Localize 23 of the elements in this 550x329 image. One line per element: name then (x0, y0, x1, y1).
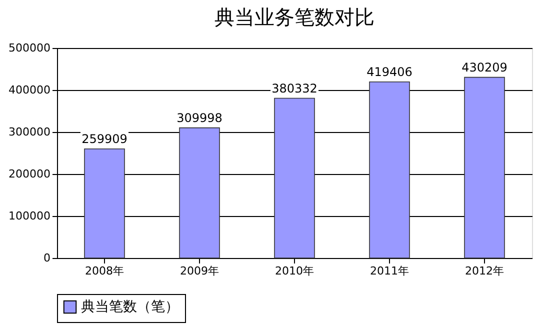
bar (464, 76, 505, 258)
bar (179, 127, 220, 258)
y-tick-label: 0 (44, 252, 50, 264)
x-tick-label: 2011年 (370, 264, 409, 278)
bar (84, 148, 125, 258)
data-label: 380332 (272, 81, 318, 96)
data-label: 259909 (82, 132, 128, 146)
x-tick-label: 2010年 (275, 264, 314, 278)
data-label: 309998 (176, 110, 222, 125)
bar (369, 81, 410, 258)
x-tick-label: 2009年 (180, 264, 219, 278)
y-tick-label: 500000 (8, 42, 50, 54)
legend-label: 典当笔数（笔） (81, 299, 179, 315)
data-label: 419406 (366, 64, 412, 79)
chart-title: 典当业务笔数对比 (214, 5, 374, 29)
x-tick-label: 2012年 (465, 264, 504, 278)
x-tick-label: 2008年 (85, 264, 124, 278)
y-tick-label: 300000 (8, 126, 50, 138)
y-tick-label: 100000 (8, 210, 50, 222)
bar (274, 98, 315, 258)
y-tick-label: 400000 (8, 84, 50, 96)
data-label: 430209 (462, 60, 508, 74)
y-tick-label: 200000 (8, 168, 50, 180)
